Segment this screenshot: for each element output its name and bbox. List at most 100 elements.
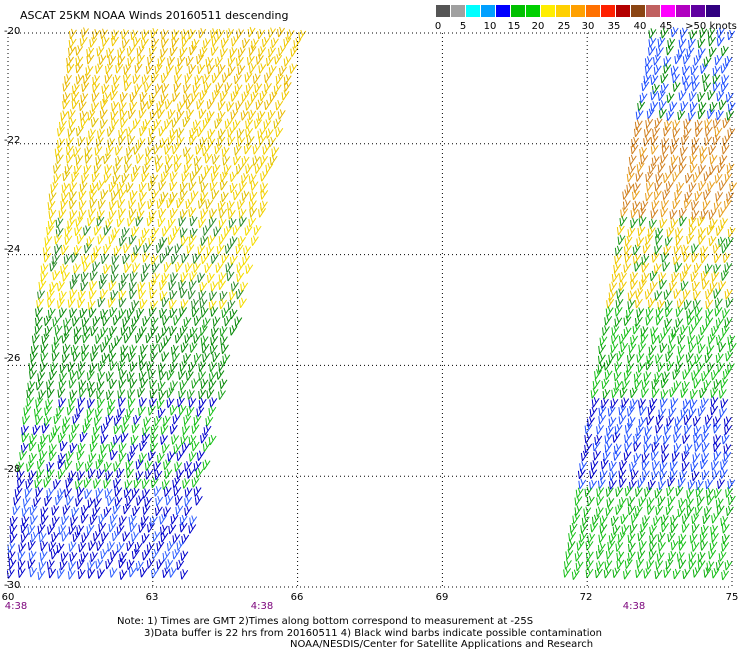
wind-barb — [654, 180, 663, 192]
wind-barb — [88, 452, 97, 463]
wind-barb — [660, 514, 669, 525]
wind-barb — [156, 198, 165, 209]
wind-barb — [727, 29, 736, 41]
wind-barb — [655, 172, 664, 183]
wind-barb — [108, 342, 117, 354]
wind-barb — [61, 191, 70, 202]
wind-barb — [721, 325, 730, 337]
wind-barb — [678, 540, 687, 551]
wind-barb — [694, 441, 703, 452]
wind-barb — [147, 54, 155, 66]
wind-barb — [293, 38, 302, 49]
wind-barb — [635, 567, 644, 579]
wind-barb — [150, 72, 159, 84]
wind-barb — [168, 523, 177, 535]
wind-barb — [144, 82, 152, 93]
wind-barb — [672, 171, 681, 183]
wind-barb — [235, 100, 244, 111]
wind-barb — [193, 352, 202, 364]
wind-barb — [103, 243, 112, 255]
wind-barb — [40, 506, 49, 517]
lon-label: 63 — [145, 592, 159, 603]
wind-barb — [145, 332, 154, 344]
wind-barb — [96, 46, 105, 57]
wind-barb — [660, 73, 669, 84]
wind-barb — [706, 108, 715, 120]
wind-barb — [176, 197, 185, 209]
wind-barb — [623, 244, 632, 255]
wind-barb — [185, 198, 194, 210]
wind-barb — [76, 524, 85, 536]
wind-barb — [637, 530, 646, 542]
wind-barb — [208, 379, 217, 390]
wind-barb — [704, 263, 713, 275]
wind-barb — [611, 271, 620, 283]
wind-barb — [623, 326, 632, 338]
note-line-1: Note: 1) Times are GMT 2)Times along bot… — [117, 616, 534, 627]
wind-barb — [598, 532, 607, 543]
wind-barb — [674, 262, 683, 273]
wind-barb — [253, 225, 262, 236]
wind-barb — [646, 504, 655, 515]
wind-barb — [718, 99, 727, 111]
wind-barb — [148, 45, 157, 57]
wind-barb — [172, 91, 181, 102]
wind-barb — [687, 110, 696, 122]
wind-barb — [571, 569, 580, 580]
wind-barb — [692, 416, 701, 427]
wind-barb — [248, 45, 257, 56]
wind-barb — [68, 28, 77, 40]
wind-barb — [88, 540, 97, 551]
wind-barb — [105, 470, 114, 481]
wind-barb — [623, 315, 632, 327]
wind-barb — [269, 91, 278, 103]
wind-barb — [672, 198, 681, 210]
wind-barb — [162, 550, 171, 562]
wind-barb — [70, 344, 79, 356]
wind-barb — [67, 361, 76, 373]
wind-barb — [681, 244, 690, 256]
wind-barb — [718, 551, 727, 562]
wind-barb — [682, 289, 691, 300]
wind-barb — [568, 531, 577, 542]
wind-barb — [64, 459, 73, 471]
wind-barb — [606, 497, 615, 508]
wind-barb — [108, 181, 117, 193]
wind-barb — [99, 108, 108, 119]
wind-barb — [563, 559, 572, 570]
wind-barb — [191, 378, 200, 389]
wind-barb — [127, 397, 136, 408]
wind-barb — [616, 350, 625, 362]
wind-barb — [47, 297, 56, 308]
wind-barb — [627, 541, 636, 553]
wind-barb — [64, 325, 73, 337]
wind-barb — [16, 477, 25, 489]
wind-barb — [52, 270, 61, 281]
wind-barb — [78, 100, 87, 112]
wind-barb — [46, 468, 55, 479]
wind-barb — [619, 215, 628, 227]
wind-barb — [630, 208, 639, 219]
wind-barb — [637, 477, 646, 488]
wind-barb — [630, 143, 639, 155]
wind-barb — [662, 371, 670, 382]
wind-barb — [206, 99, 215, 110]
wind-barb — [635, 109, 644, 120]
wind-barb — [192, 262, 201, 273]
legend-swatch — [631, 5, 645, 17]
wind-barb — [60, 263, 69, 275]
wind-barb — [119, 109, 128, 121]
wind-barb — [170, 253, 179, 265]
wind-barb — [707, 362, 715, 373]
wind-barb — [132, 262, 141, 273]
wind-barb — [118, 451, 127, 463]
wind-barb — [169, 325, 178, 337]
wind-barb — [67, 126, 76, 137]
wind-barb — [651, 387, 660, 398]
wind-barb — [151, 262, 160, 273]
wind-barb — [38, 279, 47, 291]
wind-barb — [615, 486, 624, 498]
wind-barb — [85, 65, 94, 76]
wind-barb — [704, 352, 713, 364]
wind-barb — [170, 513, 179, 525]
